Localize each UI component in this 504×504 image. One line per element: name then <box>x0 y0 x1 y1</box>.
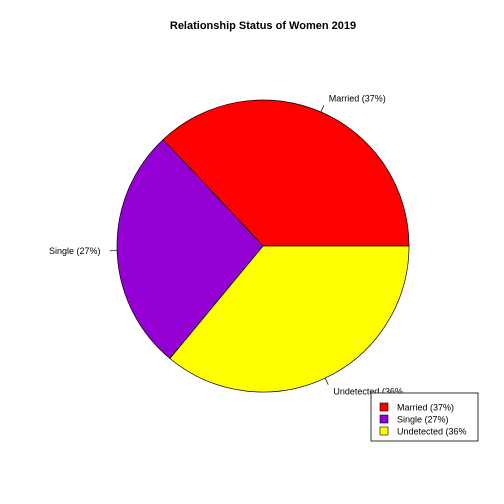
legend-box <box>370 392 479 442</box>
pie-slice-0 <box>162 99 410 247</box>
pie-slice-1 <box>116 139 264 359</box>
legend-label-0: Married (37%) <box>397 403 454 413</box>
legend-label-1: Single (27%) <box>397 415 449 425</box>
slice-label-tick-0 <box>320 105 325 113</box>
legend-swatch-0 <box>379 402 389 412</box>
chart-title: Relationship Status of Women 2019 <box>170 20 356 32</box>
pie-slice-2 <box>169 245 410 393</box>
legend-label-2: Undetected (36% <box>397 427 467 437</box>
slice-labels: Married (37%) Single (27%) Undetected (36% <box>49 94 403 397</box>
pie-slices <box>116 99 410 393</box>
slice-label-2: Undetected (36% <box>333 386 403 396</box>
slice-label-0: Married (37%) <box>329 94 386 104</box>
legend-swatch-2 <box>379 426 389 436</box>
legend: Married (37%) Single (27%) Undetected (36% <box>370 392 479 442</box>
slice-label-1: Single (27%) <box>49 246 101 256</box>
legend-swatch-1 <box>379 414 389 424</box>
slice-label-tick-2 <box>324 377 329 385</box>
